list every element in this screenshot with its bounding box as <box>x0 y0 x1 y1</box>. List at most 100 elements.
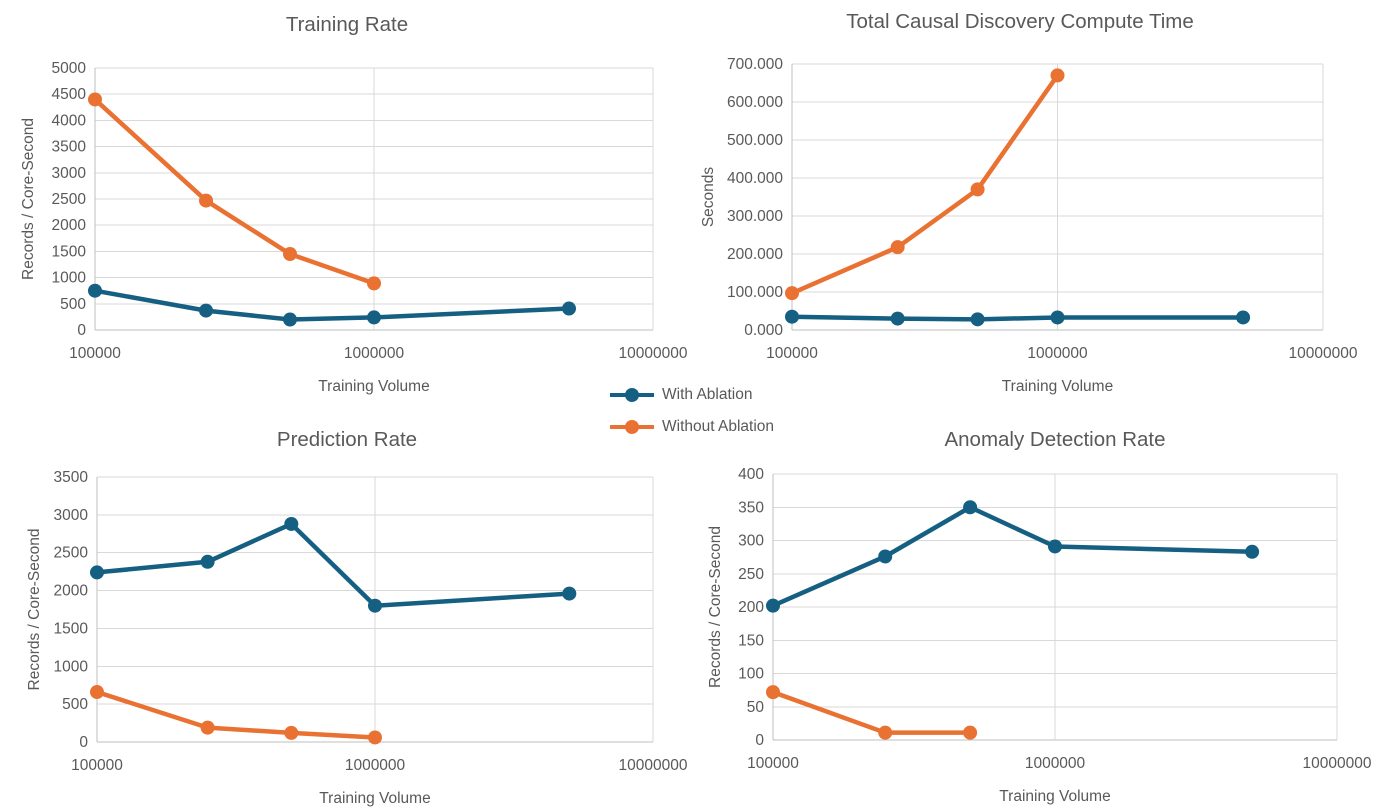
data-point-without-ablation <box>1050 68 1065 83</box>
data-point-with-ablation <box>1048 539 1062 554</box>
legend-label: Without Ablation <box>662 418 775 435</box>
y-tick-label: 2500 <box>52 191 87 208</box>
data-point-with-ablation <box>199 303 214 318</box>
data-point-with-ablation <box>970 312 985 327</box>
y-tick-label: 350 <box>738 499 764 516</box>
y-tick-label: 500 <box>60 296 86 313</box>
series-line-with-ablation <box>94 521 572 608</box>
legend-item-with-ablation: With Ablation <box>609 386 774 404</box>
y-tick-label: 300 <box>738 533 764 550</box>
x-tick-label: 10000000 <box>619 757 688 774</box>
data-point-with-ablation <box>88 283 102 298</box>
data-point-with-ablation <box>284 516 299 531</box>
series-line-with-ablation <box>92 288 572 322</box>
y-tick-label: 4500 <box>52 86 87 103</box>
chart-training-rate: 0 500 1000 1500 2000 2500 3000 3500 4000 4500 5000… <box>20 13 688 395</box>
data-point-without-ablation <box>90 685 104 700</box>
data-point-without-ablation <box>88 92 102 107</box>
x-tick-label: 10000000 <box>1289 345 1358 362</box>
chart-anomaly-detection-rate: 0 50 100 150 200 250 300 350 400 100000 1000000 100… <box>707 428 1372 805</box>
data-point-with-ablation <box>963 500 978 515</box>
x-tick-label: 1000000 <box>345 757 406 774</box>
y-axis-title: Records / Core-Second <box>20 118 37 280</box>
y-tick-label: 600.000 <box>727 94 783 111</box>
series-line-with-ablation <box>770 505 1255 608</box>
data-point-with-ablation <box>200 554 215 569</box>
data-point-without-ablation <box>890 240 905 255</box>
data-point-with-ablation <box>562 586 577 601</box>
line-marker-icon <box>609 387 655 403</box>
y-axis-title: Seconds <box>700 167 717 228</box>
data-point-without-ablation <box>368 730 382 745</box>
series-line-with-ablation <box>789 314 1246 322</box>
x-axis-title: Training Volume <box>318 378 429 395</box>
data-point-with-ablation <box>878 549 893 564</box>
y-tick-label: 0 <box>77 322 86 339</box>
data-point-with-ablation <box>766 598 780 613</box>
data-point-with-ablation <box>1050 310 1065 325</box>
y-tick-label: 1500 <box>54 620 89 637</box>
data-point-without-ablation <box>785 286 799 301</box>
chart-title: Total Causal Discovery Compute Time <box>846 10 1194 33</box>
x-axis-title: Training Volume <box>999 788 1110 805</box>
y-tick-label: 150 <box>738 632 764 649</box>
x-tick-label: 1000000 <box>344 345 405 362</box>
y-tick-label: 3500 <box>54 469 89 486</box>
data-point-without-ablation <box>766 685 780 700</box>
y-tick-label: 2500 <box>54 545 89 562</box>
x-tick-label: 10000000 <box>1303 755 1372 772</box>
data-point-without-ablation <box>963 725 978 740</box>
y-tick-label: 50 <box>747 699 765 716</box>
x-tick-label: 100000 <box>766 345 818 362</box>
y-tick-label: 100 <box>738 666 764 683</box>
data-point-with-ablation <box>367 310 381 325</box>
y-tick-label: 3000 <box>52 165 87 182</box>
chart-title: Prediction Rate <box>277 428 417 451</box>
data-point-without-ablation <box>970 182 985 197</box>
y-tick-label: 0 <box>79 734 88 751</box>
chart-legend: With Ablation Without Ablation <box>609 386 774 436</box>
y-tick-label: 200.000 <box>727 246 783 263</box>
y-tick-label: 1000 <box>52 270 87 287</box>
chart-title: Anomaly Detection Rate <box>944 428 1165 451</box>
data-point-without-ablation <box>878 725 893 740</box>
y-tick-label: 0.000 <box>744 322 783 339</box>
y-tick-label: 200 <box>738 599 764 616</box>
y-tick-label: 250 <box>738 566 764 583</box>
y-tick-label: 100.000 <box>727 284 783 301</box>
chart-prediction-rate: 0 500 1000 1500 2000 2500 3000 3500 100000 100000… <box>26 428 688 807</box>
y-tick-label: 400 <box>738 466 764 483</box>
data-point-with-ablation <box>562 301 577 316</box>
x-tick-label: 100000 <box>69 345 121 362</box>
series-line-without-ablation <box>789 73 1060 296</box>
data-point-with-ablation <box>785 309 799 324</box>
data-point-without-ablation <box>283 247 298 262</box>
data-point-without-ablation <box>367 276 381 291</box>
chart-title: Training Rate <box>286 13 408 36</box>
y-tick-label: 500 <box>62 696 88 713</box>
y-tick-label: 1500 <box>52 243 87 260</box>
y-tick-label: 1000 <box>54 658 89 675</box>
x-tick-label: 1000000 <box>1025 755 1086 772</box>
data-point-with-ablation <box>368 598 382 613</box>
y-tick-label: 0 <box>755 732 764 749</box>
data-point-with-ablation <box>1236 310 1251 325</box>
data-point-with-ablation <box>283 312 298 327</box>
series-line-without-ablation <box>770 689 973 735</box>
y-axis-title: Records / Core-Second <box>707 526 724 688</box>
data-point-with-ablation <box>890 311 905 326</box>
series-line-without-ablation <box>92 97 377 286</box>
x-tick-label: 1000000 <box>1027 345 1088 362</box>
data-point-with-ablation <box>90 565 104 580</box>
y-tick-label: 2000 <box>52 217 87 234</box>
x-axis-title: Training Volume <box>319 790 430 807</box>
legend-label: With Ablation <box>662 386 753 403</box>
x-axis-title: Training Volume <box>1002 378 1113 395</box>
data-point-without-ablation <box>284 725 299 740</box>
y-tick-label: 4000 <box>52 112 87 129</box>
y-tick-label: 3500 <box>52 139 87 156</box>
line-marker-icon <box>609 419 655 435</box>
y-tick-label: 400.000 <box>727 170 783 187</box>
